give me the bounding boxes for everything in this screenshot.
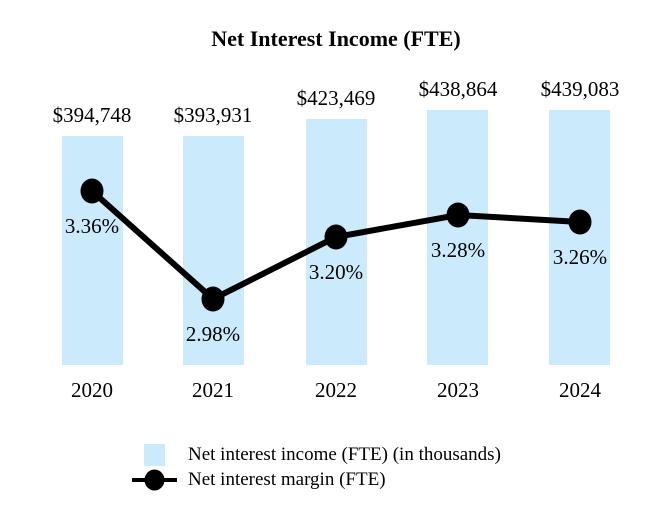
x-axis-label-2021: 2021: [192, 378, 234, 402]
x-axis-label-2024: 2024: [559, 378, 601, 402]
bar-value-label-2024: $439,083: [540, 77, 620, 101]
margin-value-label-2023: 3.28%: [430, 238, 486, 262]
margin-value-label-2021: 2.98%: [185, 322, 241, 346]
margin-value-label-2024: 3.26%: [552, 245, 608, 269]
bar-value-label-2021: $393,931: [173, 103, 253, 127]
x-axis-label-2022: 2022: [315, 378, 357, 402]
legend-item-net-interest-income: Net interest income (FTE) (in thousands): [131, 442, 501, 467]
legend-item-label: Net interest income (FTE) (in thousands): [188, 444, 501, 465]
margin-value-label-2022: 3.20%: [308, 260, 364, 284]
bar-2022: [306, 119, 367, 365]
bar-value-label-2022: $423,469: [296, 86, 376, 110]
bar-2020: [62, 136, 123, 365]
chart-title: Net Interest Income (FTE): [211, 26, 461, 51]
x-axis-label-2023: 2023: [437, 378, 479, 402]
bar-value-label-2020: $394,748: [52, 103, 132, 127]
legend-item-label: Net interest margin (FTE): [188, 469, 386, 490]
legend-line-dot-marker-icon: [131, 468, 178, 492]
legend: Net interest income (FTE) (in thousands)…: [131, 442, 501, 492]
margin-value-label-2020: 3.36%: [64, 214, 120, 238]
x-axis-label-2020: 2020: [71, 378, 113, 402]
bar-value-label-2023: $438,864: [418, 77, 498, 101]
legend-bar-swatch-icon: [131, 443, 178, 466]
bar-2024: [549, 110, 610, 365]
legend-item-net-interest-margin: Net interest margin (FTE): [131, 467, 501, 492]
